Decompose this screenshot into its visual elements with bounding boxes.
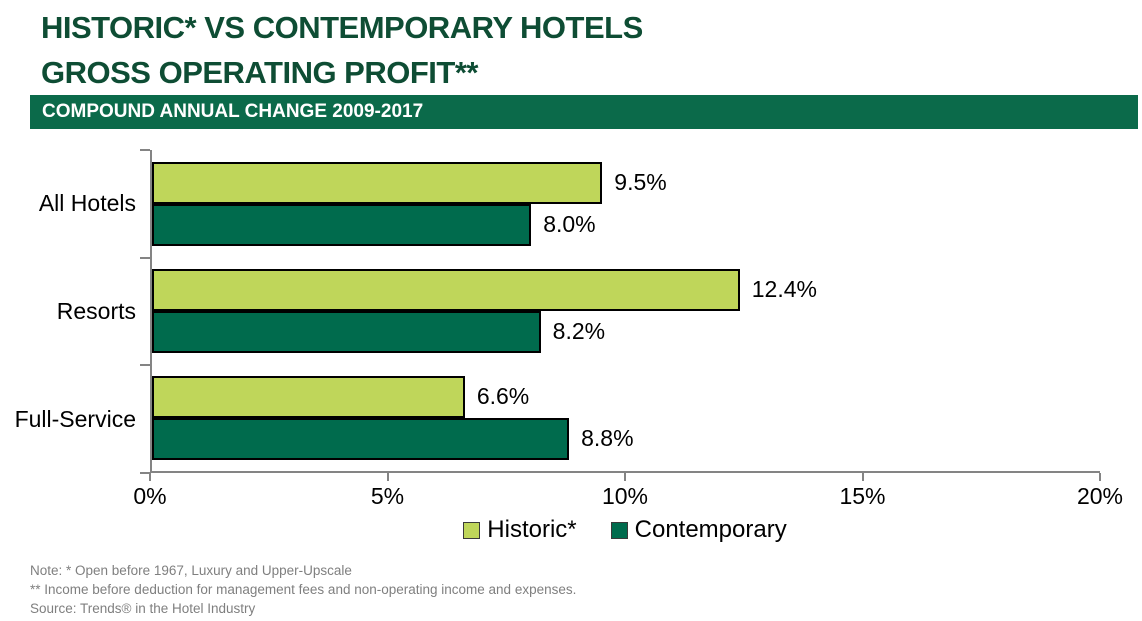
category-label: Full-Service <box>14 405 136 432</box>
bar-chart-plot-area: 9.5% 8.0% 12.4% 8.2% 6.6% 8.8% <box>150 150 1100 473</box>
bar-line: 8.8% <box>152 417 1100 460</box>
bar-contemporary <box>152 203 532 246</box>
bar-contemporary <box>152 417 570 460</box>
bar-value-label: 8.0% <box>543 211 596 237</box>
x-axis-tick <box>624 473 626 481</box>
legend-label: Historic* <box>487 516 577 543</box>
bar-line: 6.6% <box>152 375 1100 418</box>
footnote-line: Note: * Open before 1967, Luxury and Upp… <box>30 563 352 578</box>
chart-category-row: 12.4% 8.2% <box>152 257 1100 364</box>
x-axis-tick <box>386 473 389 481</box>
x-axis-tick-label: 0% <box>133 483 167 509</box>
category-label: All Hotels <box>38 190 136 217</box>
chart-legend: Historic* Contemporary <box>150 516 1100 544</box>
footnote-line: ** Income before deduction for managemen… <box>30 582 577 597</box>
y-axis-tick <box>140 472 150 474</box>
page-title: HISTORIC* VS CONTEMPORARY HOTELS GROSS O… <box>41 5 643 95</box>
x-axis-tick <box>149 473 151 481</box>
bar-line: 8.2% <box>152 310 1100 353</box>
bar-historic <box>152 161 603 204</box>
category-label: Resorts <box>56 298 136 324</box>
y-axis-tick <box>140 364 150 367</box>
category-axis-labels: All Hotels Resorts Full-Service <box>0 150 136 473</box>
x-axis-tick-label: 5% <box>370 483 405 509</box>
x-axis-tick <box>861 473 864 481</box>
bar-value-label: 8.8% <box>581 425 634 451</box>
subtitle-banner: COMPOUND ANNUAL CHANGE 2009-2017 <box>30 95 1138 129</box>
subtitle-banner-text: COMPOUND ANNUAL CHANGE 2009-2017 <box>42 101 424 122</box>
page-title-line1: HISTORIC* VS CONTEMPORARY HOTELS <box>41 10 643 45</box>
legend-swatch-historic <box>463 521 481 539</box>
bar-value-label: 9.5% <box>614 169 667 195</box>
x-axis-tick-label: 10% <box>601 483 649 509</box>
x-axis-tick <box>1099 473 1101 481</box>
bar-value-label: 12.4% <box>751 276 817 302</box>
chart-category-row: 9.5% 8.0% <box>152 150 1100 257</box>
bar-line: 8.0% <box>152 203 1100 246</box>
y-axis-tick <box>140 149 150 151</box>
footnote-line: Source: Trends® in the Hotel Industry <box>30 601 256 616</box>
bar-historic <box>152 268 740 311</box>
bar-line: 9.5% <box>152 161 1100 204</box>
bar-value-label: 6.6% <box>476 383 530 409</box>
legend-item: Historic* <box>463 516 577 544</box>
bar-line: 12.4% <box>152 268 1100 311</box>
legend-label: Contemporary <box>634 516 787 543</box>
footnotes: Note: * Open before 1967, Luxury and Upp… <box>30 561 576 618</box>
x-axis-tick-label: 15% <box>839 483 886 509</box>
legend-swatch-contemporary <box>610 521 628 539</box>
chart-category-row: 6.6% 8.8% <box>152 364 1100 471</box>
bar-value-label: 8.2% <box>552 318 606 344</box>
page-title-line2: GROSS OPERATING PROFIT** <box>41 55 478 90</box>
y-axis-tick <box>140 256 150 259</box>
x-axis-tick-label: 20% <box>1076 483 1124 509</box>
bar-historic <box>152 375 465 418</box>
bar-contemporary <box>152 310 541 353</box>
legend-item: Contemporary <box>610 516 787 544</box>
